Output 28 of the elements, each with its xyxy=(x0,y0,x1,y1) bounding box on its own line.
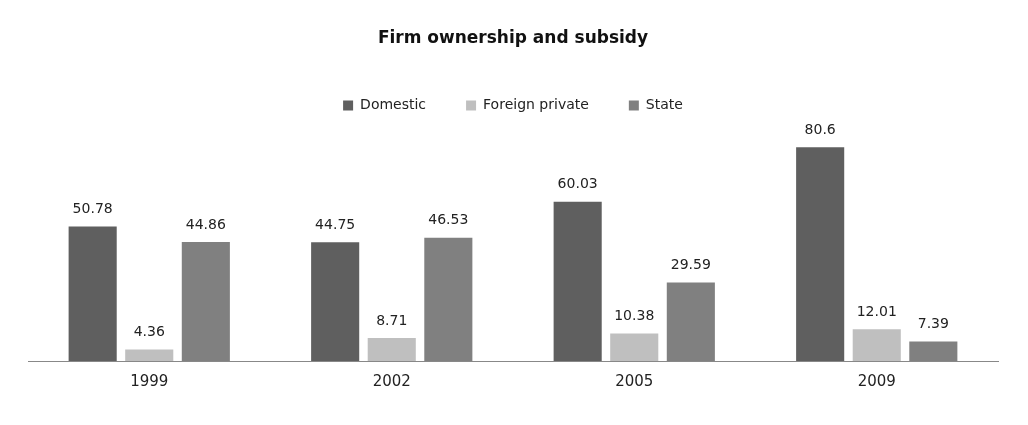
bar xyxy=(367,337,416,361)
legend-label: Domestic xyxy=(360,96,427,113)
data-label: 80.6 xyxy=(804,120,836,137)
bar xyxy=(68,226,117,361)
x-tick-label: 2005 xyxy=(615,371,654,390)
x-tick-label: 1999 xyxy=(130,371,169,390)
chart-title: Firm ownership and subsidy xyxy=(377,26,649,47)
data-label: 60.03 xyxy=(557,175,598,192)
data-label: 29.59 xyxy=(670,256,711,273)
data-label: 46.53 xyxy=(428,211,469,228)
bar xyxy=(610,333,659,361)
bar xyxy=(852,329,901,361)
legend-label: Foreign private xyxy=(483,96,589,113)
data-label: 7.39 xyxy=(917,315,949,332)
data-label: 44.75 xyxy=(315,216,356,232)
bar xyxy=(553,201,602,361)
data-label: 44.86 xyxy=(185,215,226,232)
data-label: 10.38 xyxy=(614,307,655,324)
data-label: 8.71 xyxy=(376,311,408,328)
data-label: 50.78 xyxy=(72,200,113,217)
bar xyxy=(311,242,360,361)
x-tick-label: 2009 xyxy=(857,371,896,390)
x-tick-label: 2002 xyxy=(372,371,411,390)
data-label: 12.01 xyxy=(856,302,897,319)
bar xyxy=(125,349,174,361)
data-label: 4.36 xyxy=(133,323,165,340)
legend-label: State xyxy=(645,96,683,113)
bar xyxy=(796,147,845,361)
